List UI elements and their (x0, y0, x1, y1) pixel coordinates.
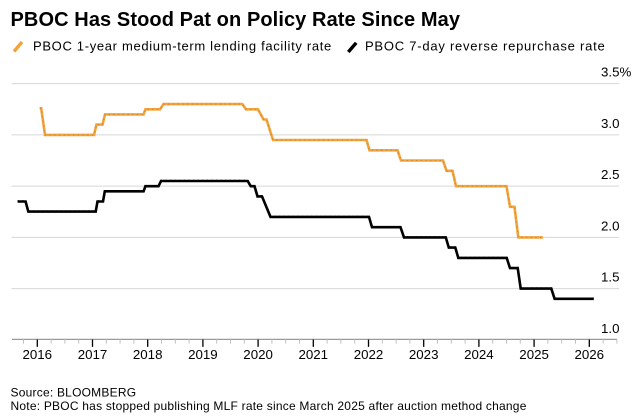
svg-text:Note: PBOC has stopped publish: Note: PBOC has stopped publishing MLF ra… (11, 399, 527, 413)
svg-text:1.0: 1.0 (601, 321, 620, 336)
svg-text:2026: 2026 (575, 347, 605, 362)
svg-text:2.0: 2.0 (601, 218, 620, 233)
svg-text:2023: 2023 (409, 347, 439, 362)
svg-text:2025: 2025 (519, 347, 549, 362)
svg-text:PBOC Has Stood Pat on Policy R: PBOC Has Stood Pat on Policy Rate Since … (11, 9, 461, 31)
svg-text:2019: 2019 (188, 347, 218, 362)
svg-text:2021: 2021 (299, 347, 329, 362)
svg-text:2017: 2017 (78, 347, 108, 362)
svg-text:Source: BLOOMBERG: Source: BLOOMBERG (11, 385, 137, 399)
svg-text:3.5%: 3.5% (601, 65, 631, 80)
svg-text:2.5: 2.5 (601, 167, 620, 182)
svg-text:PBOC 1-year medium-term lendin: PBOC 1-year medium-term lending facility… (33, 38, 332, 53)
svg-text:2024: 2024 (464, 347, 494, 362)
svg-text:1.5: 1.5 (601, 270, 620, 285)
svg-text:2020: 2020 (243, 347, 273, 362)
svg-text:2018: 2018 (133, 347, 163, 362)
svg-text:3.0: 3.0 (601, 116, 620, 131)
svg-text:2022: 2022 (354, 347, 384, 362)
svg-text:2016: 2016 (23, 347, 53, 362)
svg-text:PBOC 7-day reverse repurchase: PBOC 7-day reverse repurchase rate (365, 38, 605, 53)
